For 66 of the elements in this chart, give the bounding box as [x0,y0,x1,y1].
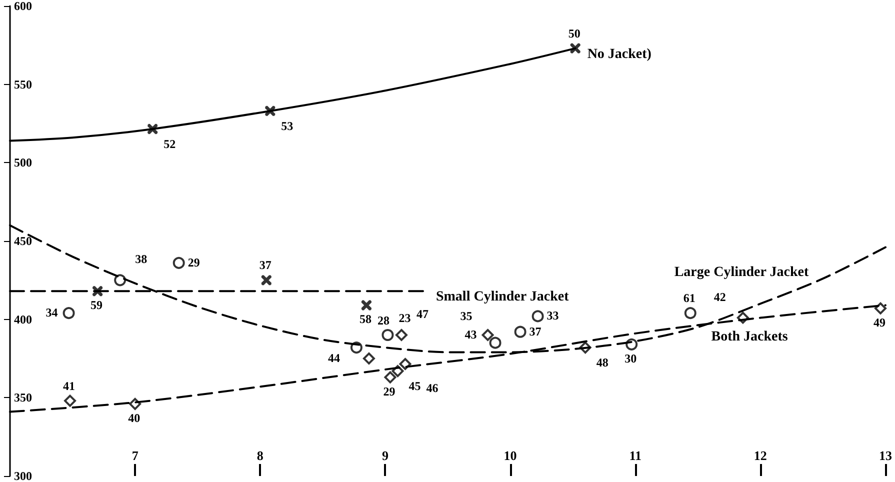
point [362,352,375,364]
point [684,307,696,320]
y-tick-label: 350 [14,390,32,405]
annotation: 43 [464,328,477,342]
point [172,256,185,269]
annotation: 28 [377,314,390,328]
series-label: No Jacket) [587,46,652,62]
annotation: 61 [683,291,696,306]
point [62,307,75,320]
annotation: 58 [359,312,372,326]
point [489,336,502,349]
x-tick-label: 13 [879,448,892,463]
annotation: 45 [408,379,421,394]
annotation: 29 [383,384,396,398]
y-tick-label: 500 [14,156,32,170]
point [360,300,372,311]
annotation: 38 [135,252,148,266]
annotation: 59 [90,298,103,312]
point [384,371,396,384]
annotation: 42 [714,290,726,304]
annotation: 30 [624,351,637,366]
annotation: 29 [188,255,200,270]
x-tick-label: 12 [754,448,767,463]
y-tick-label: 300 [14,469,32,482]
y-tick-label: 550 [14,77,32,92]
annotation: 40 [128,410,140,425]
annotation: 44 [328,351,340,365]
point [399,358,412,370]
point [114,274,126,286]
annotation: 52 [164,136,176,151]
annotation: 47 [416,307,428,321]
annotation: 34 [46,306,58,320]
x-tick-label: 10 [504,448,517,463]
annotation: 48 [596,356,608,370]
y-tick-label: 600 [14,0,32,13]
point [482,329,494,341]
series-label: Small Cylinder Jacket [436,290,570,305]
point [532,310,544,322]
annotation: 53 [281,118,294,133]
point [264,105,276,116]
x-tick-label: 8 [256,448,264,463]
y-tick-label: 400 [14,312,32,326]
annotation: 33 [546,308,559,323]
annotation: 37 [529,324,542,338]
x-tick-label: 11 [629,448,642,463]
annotation: 41 [63,378,76,393]
point [395,329,408,341]
point [92,286,104,297]
series-label: Both Jackets [711,329,788,344]
point [64,394,76,407]
point [260,274,272,286]
point [570,42,581,54]
annotation: 46 [426,380,438,395]
x-tick-label: 9 [382,448,389,463]
y-tick-label: 450 [14,234,32,248]
annotation: 37 [259,258,272,272]
annotation: 49 [873,315,886,330]
point [147,123,158,134]
point [874,302,886,314]
series-label: Large Cylinder Jacket [674,265,809,280]
annotation: 35 [460,308,472,323]
point [514,326,526,338]
x-tick-label: 7 [132,448,139,463]
point [382,329,394,341]
annotation: 23 [398,311,411,325]
annotation: 50 [568,26,580,40]
